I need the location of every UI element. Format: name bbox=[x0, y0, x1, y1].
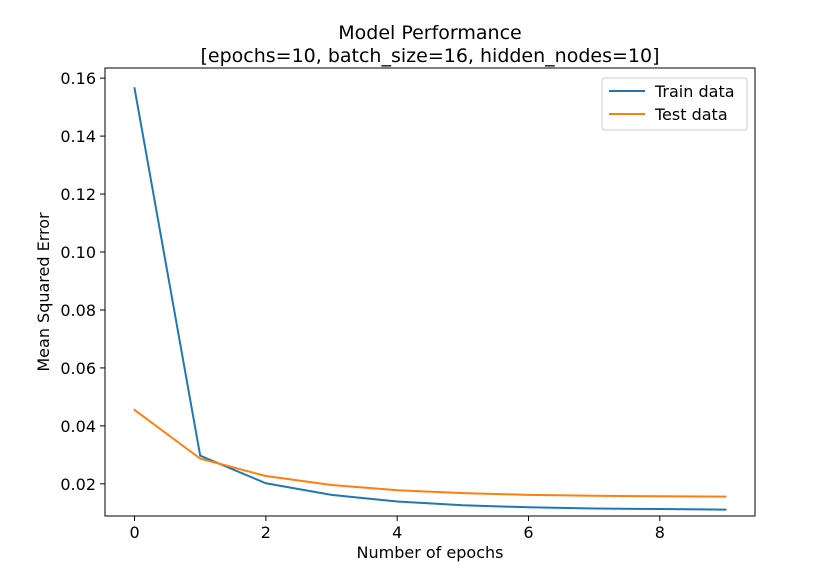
plot-lines bbox=[133, 87, 727, 511]
y-tick-label: 0.12 bbox=[60, 185, 96, 204]
x-tick-label: 2 bbox=[261, 523, 271, 542]
x-axis-ticks: 0 2 4 6 8 bbox=[129, 516, 665, 542]
x-tick-label: 6 bbox=[523, 523, 533, 542]
y-tick-label: 0.02 bbox=[60, 475, 96, 494]
x-axis-label: Number of epochs bbox=[357, 543, 504, 562]
y-tick-label: 0.16 bbox=[60, 69, 96, 88]
chart-title: Model Performance bbox=[338, 22, 522, 44]
y-axis-label: Mean Squared Error bbox=[34, 212, 53, 372]
series-line-train-data bbox=[133, 87, 727, 511]
y-tick-label: 0.08 bbox=[60, 301, 96, 320]
plot-frame bbox=[104, 67, 756, 517]
y-axis-ticks: 0.02 0.04 0.06 0.08 0.10 0.12 0.14 0.16 bbox=[60, 69, 105, 494]
chart-subtitle: [epochs=10, batch_size=16, hidden_nodes=… bbox=[200, 45, 659, 67]
legend-label-test: Test data bbox=[654, 105, 728, 124]
x-tick-label: 8 bbox=[655, 523, 665, 542]
y-tick-label: 0.14 bbox=[60, 127, 96, 146]
x-tick-label: 4 bbox=[392, 523, 402, 542]
legend-label-train: Train data bbox=[654, 82, 735, 101]
legend: Train data Test data bbox=[601, 77, 748, 131]
y-tick-label: 0.10 bbox=[60, 243, 96, 262]
series-line-test-data bbox=[133, 408, 727, 498]
y-tick-label: 0.04 bbox=[60, 417, 96, 436]
x-tick-label: 0 bbox=[129, 523, 139, 542]
y-tick-label: 0.06 bbox=[60, 359, 96, 378]
